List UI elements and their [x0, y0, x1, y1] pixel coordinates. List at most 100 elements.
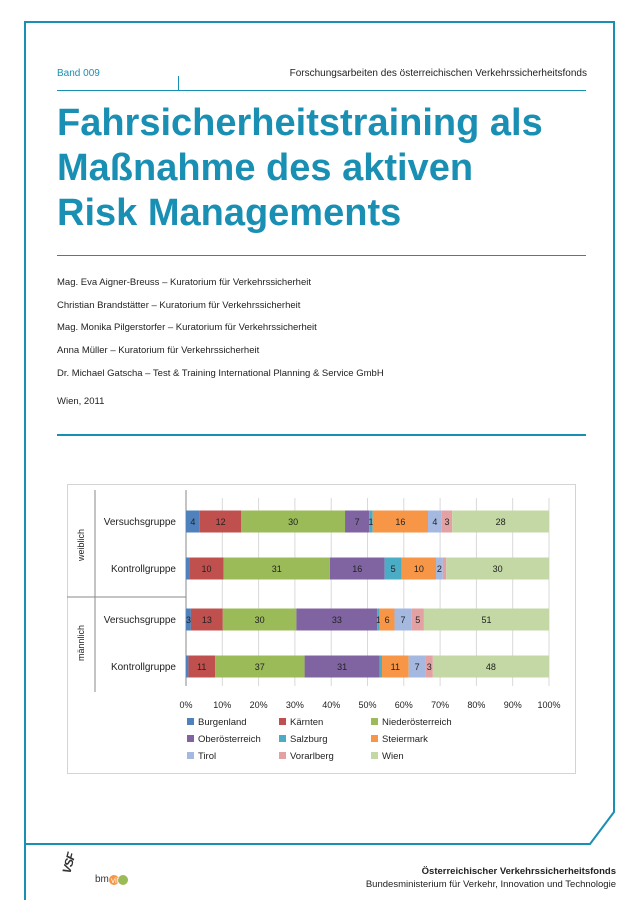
data-label: 16 — [395, 517, 405, 527]
x-tick-label: 100% — [537, 700, 560, 710]
x-tick-label: 90% — [504, 700, 522, 710]
category-label: Kontrollgruppe — [111, 564, 176, 575]
data-label: 3 — [427, 662, 432, 672]
data-label: 48 — [486, 662, 496, 672]
bar-segment — [435, 557, 443, 580]
bmvit-logo: vit — [109, 875, 128, 885]
document-title: Fahrsicherheitstraining als Maßnahme des… — [57, 101, 597, 236]
bar-segment — [423, 608, 549, 631]
bm-logo-text: bm — [95, 874, 109, 885]
bar-segment — [432, 655, 549, 678]
bar-segment — [369, 510, 373, 533]
bar-segment — [186, 608, 191, 631]
bar-segment — [452, 510, 549, 533]
category-label: Versuchsgruppe — [104, 615, 177, 626]
ministry-name: Bundesministerium für Verkehr, Innovatio… — [365, 879, 616, 890]
bar-segment — [189, 557, 224, 580]
legend-swatch — [187, 718, 194, 725]
bar-segment — [441, 510, 453, 533]
bar-segment — [442, 557, 447, 580]
data-label: 51 — [481, 615, 491, 625]
stacked-bar-chart: 0% 10% 20% 30% 40% 50% 60% 70% 80% 90% 100%4 12 30 7 1… — [67, 490, 561, 762]
data-label: 1 — [376, 615, 381, 625]
author-2: Christian Brandstätter – Kuratorium für … — [57, 299, 301, 311]
data-label: 11 — [391, 662, 400, 672]
bar-segment — [345, 510, 370, 533]
vit-label: vit — [111, 876, 120, 885]
bar-segment — [304, 655, 380, 678]
bar-segment — [188, 655, 216, 678]
legend-swatch — [187, 735, 194, 742]
legend-label: Niederösterreich — [382, 717, 452, 728]
x-tick-label: 10% — [213, 700, 231, 710]
author-5: Dr. Michael Gatscha – Test & Training In… — [57, 367, 384, 379]
legend-label: Tirol — [198, 751, 216, 762]
header-rule — [57, 90, 586, 91]
data-label: 31 — [272, 564, 282, 574]
data-label: 1 — [368, 517, 373, 527]
bar-segment — [411, 608, 424, 631]
bar-segment — [186, 510, 200, 533]
data-label: 13 — [202, 615, 212, 625]
legend-label: Vorarlberg — [290, 751, 334, 762]
legend-label: Oberösterreich — [198, 734, 261, 745]
category-label: Versuchsgruppe — [104, 517, 177, 528]
data-label: 11 — [197, 662, 206, 672]
legend-label: Wien — [382, 751, 404, 762]
title-rule — [57, 255, 586, 256]
data-label: 5 — [415, 615, 420, 625]
x-tick-label: 30% — [286, 700, 304, 710]
title-line-1: Fahrsicherheitstraining als — [57, 102, 543, 144]
group-label: weiblich — [76, 529, 86, 562]
bar-segment — [408, 655, 426, 678]
data-label: 12 — [216, 517, 226, 527]
data-label: 30 — [493, 564, 503, 574]
data-label: 10 — [414, 564, 424, 574]
data-label: 4 — [190, 517, 195, 527]
data-label: 31 — [337, 662, 347, 672]
data-label: 30 — [255, 615, 265, 625]
bar-segment — [222, 608, 297, 631]
bar-segment — [384, 557, 402, 580]
bar-segment — [186, 655, 189, 678]
bar-segment — [446, 557, 549, 580]
data-label: 37 — [255, 662, 265, 672]
bar-segment — [379, 608, 395, 631]
group-label: männlich — [76, 625, 86, 661]
bar-segment — [215, 655, 305, 678]
legend-label: Salzburg — [290, 734, 328, 745]
title-line-2: Maßnahme des aktiven — [57, 147, 474, 189]
bar-segment — [199, 510, 242, 533]
place-date: Wien, 2011 — [57, 396, 105, 407]
legend-swatch — [371, 718, 378, 725]
data-label: 5 — [391, 564, 396, 574]
chart-frame — [67, 484, 576, 774]
bar-segment — [377, 608, 380, 631]
legend-swatch — [279, 735, 286, 742]
bar-segment — [329, 557, 385, 580]
bar-segment — [428, 510, 442, 533]
data-label: 10 — [202, 564, 212, 574]
title-line-3: Risk Managements — [57, 192, 402, 234]
data-label: 28 — [496, 517, 506, 527]
x-tick-label: 0% — [179, 700, 192, 710]
author-list: Mag. Eva Aigner-Breuss – Kuratorium für … — [57, 272, 384, 386]
author-4: Anna Müller – Kuratorium für Verkehrssic… — [57, 345, 260, 357]
x-tick-label: 40% — [322, 700, 340, 710]
bar-segment — [223, 557, 330, 580]
x-tick-label: 80% — [467, 700, 485, 710]
data-label: 33 — [332, 615, 342, 625]
data-label: 7 — [401, 615, 406, 625]
legend-swatch — [279, 718, 286, 725]
legend-label: Burgenland — [198, 717, 247, 728]
x-tick-label: 70% — [431, 700, 449, 710]
author-1: Mag. Eva Aigner-Breuss – Kuratorium für … — [57, 277, 311, 288]
data-label: 7 — [415, 662, 420, 672]
legend-swatch — [371, 735, 378, 742]
bar-segment — [296, 608, 378, 631]
data-label: 3 — [445, 517, 450, 527]
data-label: 30 — [288, 517, 298, 527]
data-label: 7 — [355, 517, 360, 527]
bar-segment — [401, 557, 436, 580]
